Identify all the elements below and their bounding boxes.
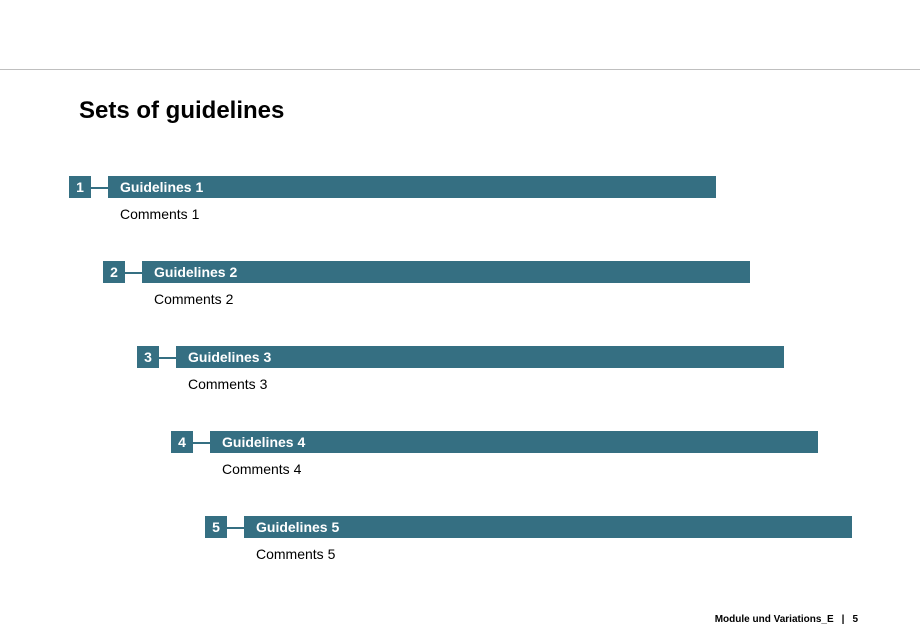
guideline-label: Guidelines 4 (222, 434, 305, 450)
guideline-label: Guidelines 5 (256, 519, 339, 535)
page-footer: Module und Variations_E | 5 (715, 614, 858, 625)
guideline-number: 4 (171, 431, 193, 453)
guideline-label: Guidelines 1 (120, 179, 203, 195)
top-rule (0, 69, 920, 70)
guideline-bar: Guidelines 2 (142, 261, 750, 283)
guideline-comment: Comments 2 (154, 291, 233, 307)
footer-doc-title: Module und Variations_E (715, 614, 834, 625)
guideline-connector (91, 187, 108, 189)
guideline-bar: Guidelines 3 (176, 346, 784, 368)
guideline-row: 5 Guidelines 5 Comments 5 (0, 516, 920, 588)
guideline-comment: Comments 3 (188, 376, 267, 392)
guideline-bar: Guidelines 1 (108, 176, 716, 198)
page-title: Sets of guidelines (79, 97, 284, 125)
guideline-number: 1 (69, 176, 91, 198)
guideline-row: 1 Guidelines 1 Comments 1 (0, 176, 920, 248)
guideline-label: Guidelines 2 (154, 264, 237, 280)
guideline-row: 4 Guidelines 4 Comments 4 (0, 431, 920, 503)
guideline-comment: Comments 1 (120, 206, 199, 222)
guideline-connector (227, 527, 244, 529)
guideline-connector (125, 272, 142, 274)
footer-separator: | (842, 614, 845, 625)
guideline-comment: Comments 4 (222, 461, 301, 477)
guideline-row: 2 Guidelines 2 Comments 2 (0, 261, 920, 333)
guideline-comment: Comments 5 (256, 546, 335, 562)
guideline-row: 3 Guidelines 3 Comments 3 (0, 346, 920, 418)
guideline-number: 3 (137, 346, 159, 368)
guideline-bar: Guidelines 5 (244, 516, 852, 538)
guideline-bar: Guidelines 4 (210, 431, 818, 453)
guideline-number: 5 (205, 516, 227, 538)
guideline-connector (193, 442, 210, 444)
guideline-connector (159, 357, 176, 359)
guideline-label: Guidelines 3 (188, 349, 271, 365)
guideline-number: 2 (103, 261, 125, 283)
footer-page-number: 5 (852, 614, 858, 625)
